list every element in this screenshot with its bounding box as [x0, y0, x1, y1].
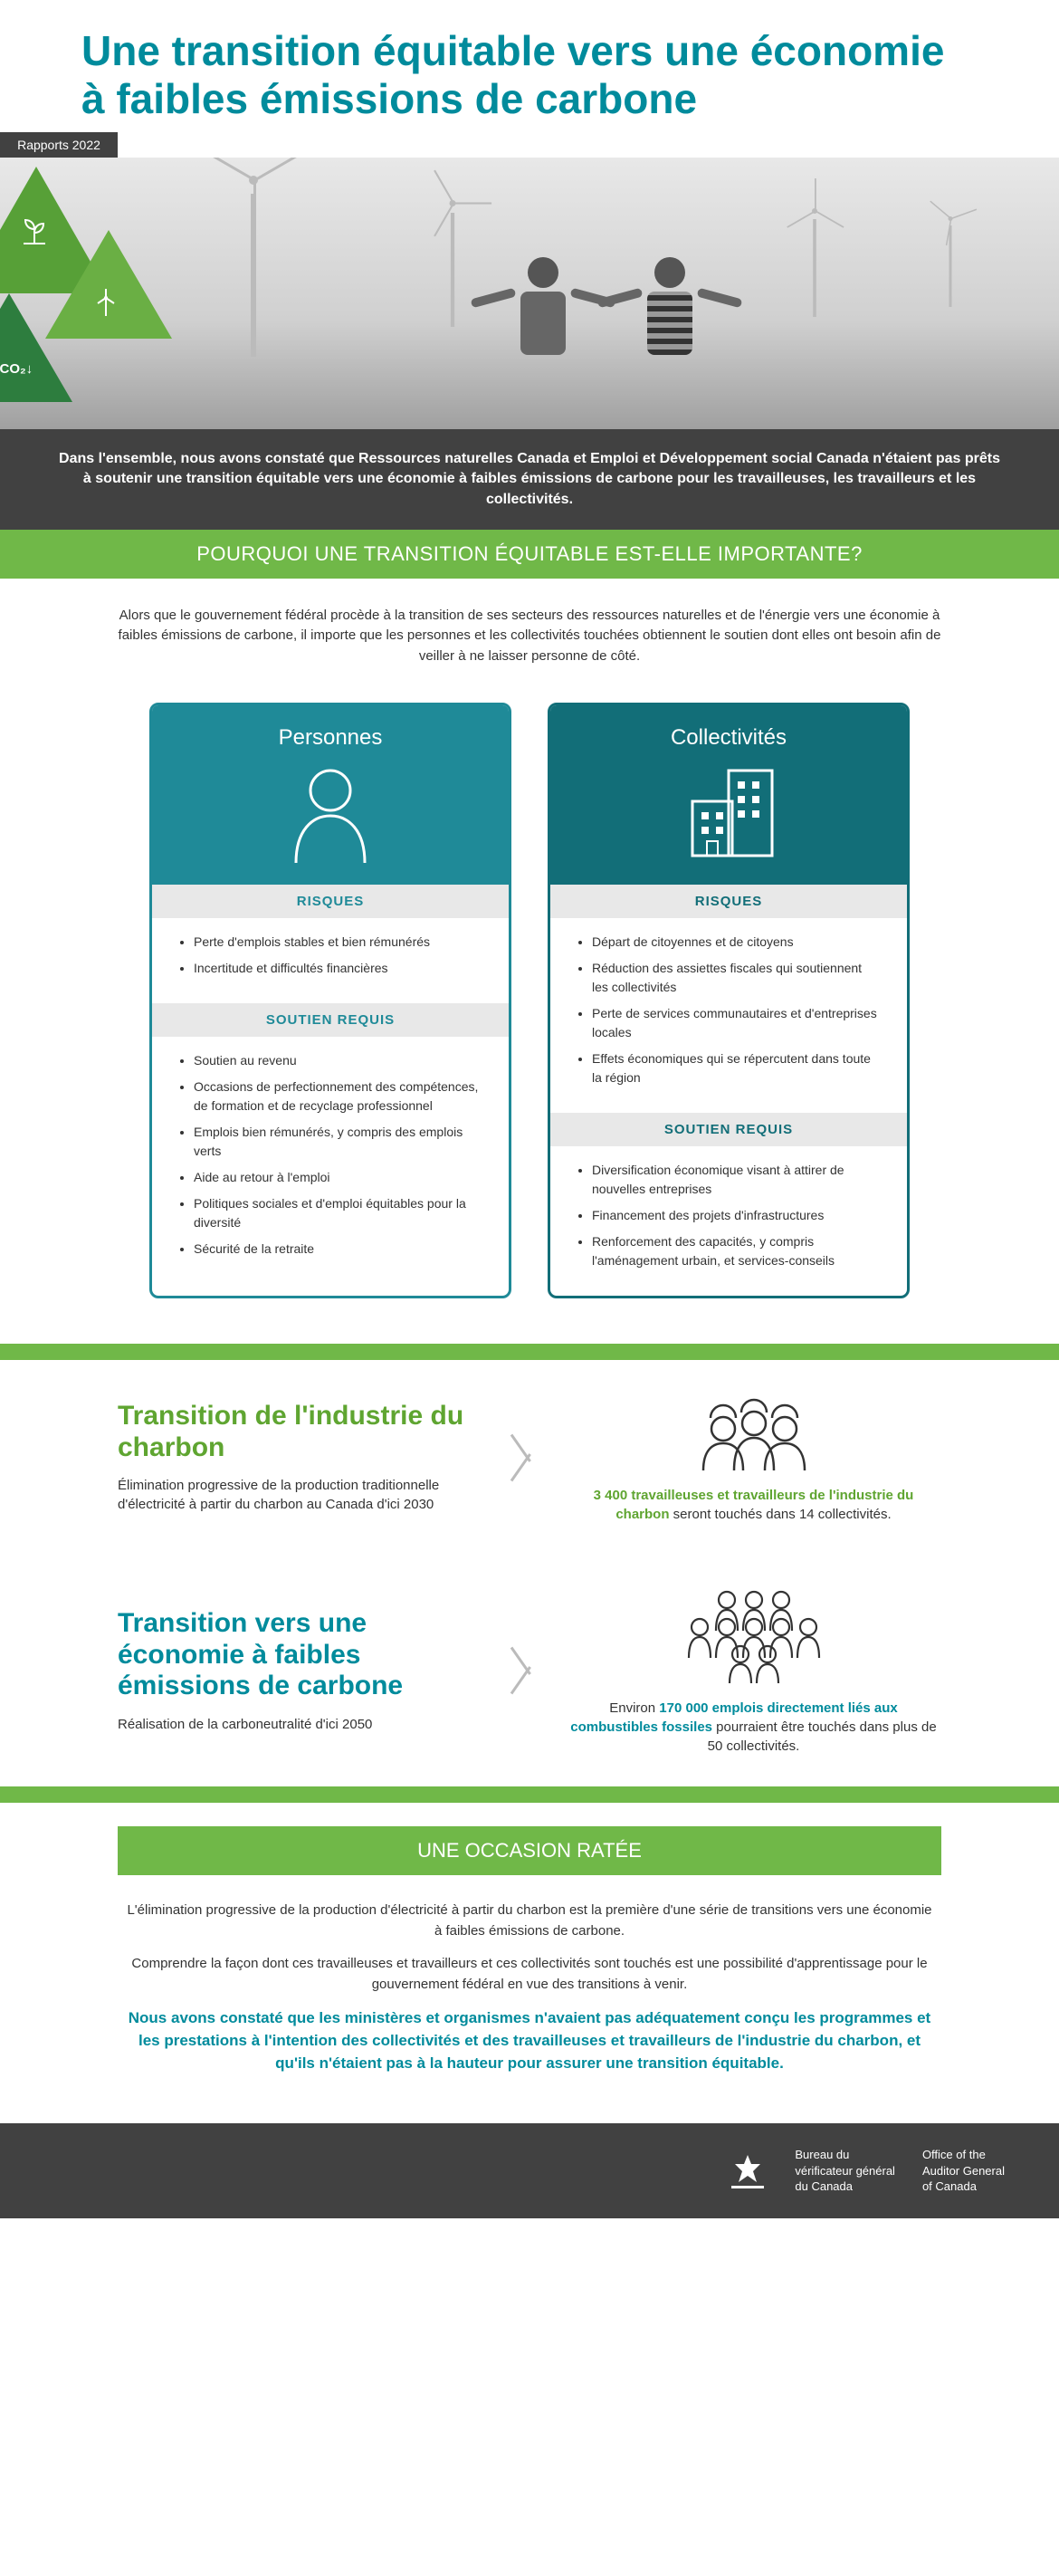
list-item: Effets économiques qui se répercutent da…: [592, 1049, 880, 1087]
missed-p1: L'élimination progressive de la producti…: [127, 1901, 932, 1941]
card-collectivites: Collectivités RISQUES Départ de citoyenn…: [548, 703, 910, 1298]
why-important-body: Alors que le gouvernement fédéral procèd…: [0, 579, 1059, 694]
collectivites-soutien-list: Diversification économique visant à atti…: [550, 1146, 907, 1296]
transition-lowcarbon: Transition vers une économie à faibles é…: [0, 1555, 1059, 1786]
transition-coal-desc: Élimination progressive de la production…: [118, 1476, 493, 1514]
list-item: Renforcement des capacités, y compris l'…: [592, 1232, 880, 1270]
chevron-icon: [511, 1408, 548, 1508]
collectivites-soutien-label: SOUTIEN REQUIS: [550, 1113, 907, 1146]
transition-lowcarbon-desc: Réalisation de la carboneutralité d'ici …: [118, 1715, 493, 1734]
missed-conclusion: Nous avons constaté que les ministères e…: [127, 2007, 932, 2074]
list-item: Aide au retour à l'emploi: [194, 1168, 482, 1187]
footer: Bureau duvérificateur généraldu Canada O…: [0, 2123, 1059, 2218]
personnes-risques-list: Perte d'emplois stables et bien rémunéré…: [152, 918, 509, 1003]
workers-icon: [691, 1391, 817, 1472]
hero-image: ↓CO₂↓: [0, 158, 1059, 429]
missed-opportunity-heading: UNE OCCASION RATÉE: [118, 1826, 941, 1875]
list-item: Départ de citoyennes et de citoyens: [592, 933, 880, 952]
transition-lowcarbon-title: Transition vers une économie à faibles é…: [118, 1608, 493, 1702]
canada-crest-icon: [728, 2151, 768, 2191]
list-item: Incertitude et difficultés financières: [194, 959, 482, 978]
list-item: Perte de services communautaires et d'en…: [592, 1004, 880, 1042]
personnes-risques-label: RISQUES: [152, 885, 509, 918]
card-collectivites-title: Collectivités: [559, 725, 898, 751]
crowd-icon: [663, 1585, 844, 1685]
intro-summary-band: Dans l'ensemble, nous avons constaté que…: [0, 429, 1059, 530]
transition-coal: Transition de l'industrie du charbon Éli…: [0, 1360, 1059, 1555]
list-item: Financement des projets d'infrastructure…: [592, 1206, 880, 1225]
missed-opportunity-body: L'élimination progressive de la producti…: [0, 1875, 1059, 2123]
collectivites-risques-list: Départ de citoyennes et de citoyens Réduc…: [550, 918, 907, 1113]
transition-coal-title: Transition de l'industrie du charbon: [118, 1401, 493, 1463]
person-icon: [285, 763, 376, 863]
collectivites-risques-label: RISQUES: [550, 885, 907, 918]
buildings-icon: [674, 763, 783, 863]
list-item: Réduction des assiettes fiscales qui sou…: [592, 959, 880, 997]
cards-row: Personnes RISQUES Perte d'emplois stable…: [0, 694, 1059, 1344]
why-important-heading: POURQUOI UNE TRANSITION ÉQUITABLE EST-EL…: [0, 530, 1059, 579]
reports-year-tab: Rapports 2022: [0, 132, 118, 158]
chevron-icon: [511, 1621, 548, 1720]
seedling-icon: [18, 216, 51, 255]
list-item: Perte d'emplois stables et bien rémunéré…: [194, 933, 482, 952]
personnes-soutien-label: SOUTIEN REQUIS: [152, 1003, 509, 1037]
list-item: Sécurité de la retraite: [194, 1240, 482, 1259]
list-item: Politiques sociales et d'emploi équitabl…: [194, 1194, 482, 1232]
card-personnes-title: Personnes: [161, 725, 500, 751]
list-item: Soutien au revenu: [194, 1051, 482, 1070]
transition-coal-stat: 3 400 travailleuses et travailleurs de l…: [566, 1486, 941, 1524]
footer-fr: Bureau duvérificateur généraldu Canada: [795, 2147, 895, 2195]
footer-en: Office of theAuditor Generalof Canada: [922, 2147, 1005, 2195]
divider-rule: [0, 1786, 1059, 1803]
wind-turbine-icon: [91, 289, 121, 326]
missed-p2: Comprendre la façon dont ces travailleus…: [127, 1954, 932, 1995]
personnes-soutien-list: Soutien au revenu Occasions de perfection…: [152, 1037, 509, 1284]
divider-rule: [0, 1344, 1059, 1360]
transition-lowcarbon-stat: Environ 170 000 emplois directement liés…: [566, 1699, 941, 1756]
co2-down-icon: ↓CO₂↓: [0, 361, 33, 377]
list-item: Occasions de perfectionnement des compét…: [194, 1077, 482, 1116]
card-personnes: Personnes RISQUES Perte d'emplois stable…: [149, 703, 511, 1298]
list-item: Diversification économique visant à atti…: [592, 1161, 880, 1199]
page-title: Une transition équitable vers une économ…: [0, 0, 1059, 141]
list-item: Emplois bien rémunérés, y compris des em…: [194, 1123, 482, 1161]
